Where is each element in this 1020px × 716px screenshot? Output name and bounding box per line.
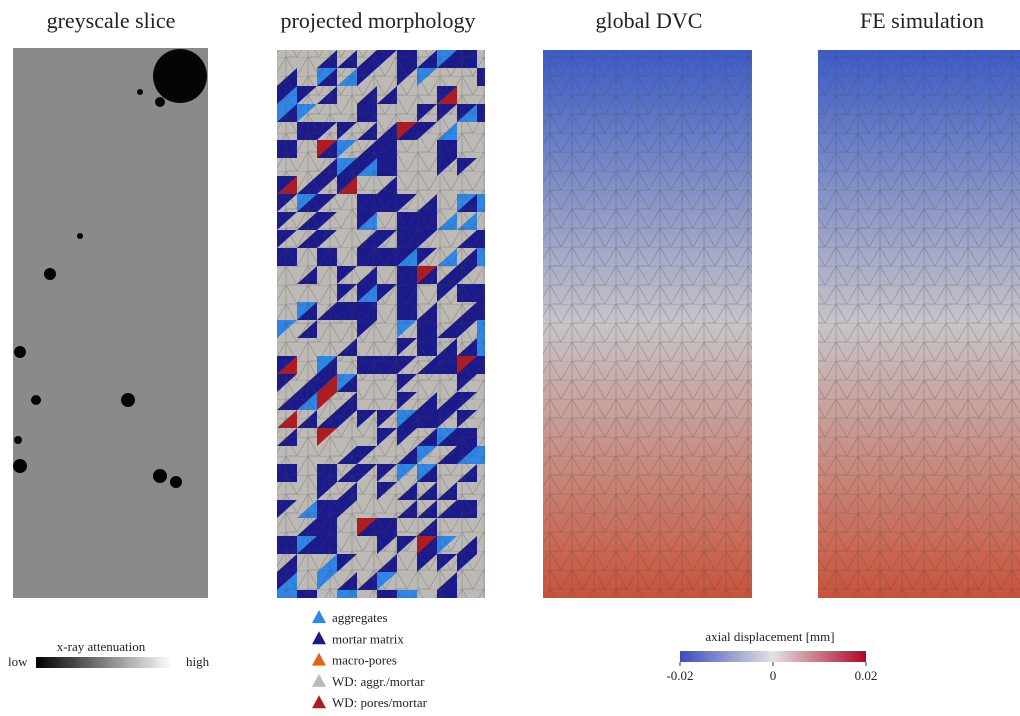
- pore: [153, 49, 207, 103]
- pore: [155, 97, 165, 107]
- legend-label: WD: pores/mortar: [332, 695, 428, 710]
- pore: [137, 89, 143, 95]
- attenuation-label: x-ray attenuation: [57, 639, 146, 654]
- displacement-bar: [680, 651, 866, 662]
- pore: [153, 469, 167, 483]
- legend-swatch: [312, 610, 326, 623]
- displacement-label: axial displacement [mm]: [705, 629, 834, 644]
- pore: [170, 476, 182, 488]
- legend-label: aggregates: [332, 610, 388, 625]
- panels: greyscale slice projected morphology globa…: [13, 8, 1020, 598]
- attenuation-high: high: [186, 654, 210, 669]
- legend-label: WD: aggr./mortar: [332, 674, 425, 689]
- panel-title: FE simulation: [860, 8, 984, 33]
- legend-label: macro-pores: [332, 653, 397, 668]
- pore: [14, 436, 22, 444]
- pore: [14, 346, 26, 358]
- legend: aggregates mortar matrix macro-pores WD: ag…: [312, 610, 428, 710]
- legend-label: mortar matrix: [332, 631, 404, 646]
- legend-swatch: [312, 631, 326, 645]
- pore: [77, 233, 83, 239]
- attenuation-bar: [36, 657, 172, 668]
- panel-title: global DVC: [596, 8, 703, 33]
- colorbar-tick-label: 0.02: [855, 668, 878, 683]
- mesh-lines: [543, 50, 752, 598]
- mesh-lines: [277, 50, 485, 598]
- pore: [121, 393, 135, 407]
- legend-swatch: [312, 673, 326, 687]
- panel-title: projected morphology: [281, 8, 476, 33]
- legend-swatch: [312, 652, 326, 666]
- colorbar-tick-label: 0: [770, 668, 777, 683]
- pore: [31, 395, 41, 405]
- pore: [44, 268, 56, 280]
- attenuation-low: low: [8, 654, 28, 669]
- panel-title: greyscale slice: [47, 8, 176, 33]
- mesh-lines: [818, 50, 1020, 598]
- legend-swatch: [312, 695, 326, 709]
- colorbar-tick-label: -0.02: [666, 668, 693, 683]
- pore: [13, 459, 27, 473]
- greyscale-image: [13, 48, 208, 598]
